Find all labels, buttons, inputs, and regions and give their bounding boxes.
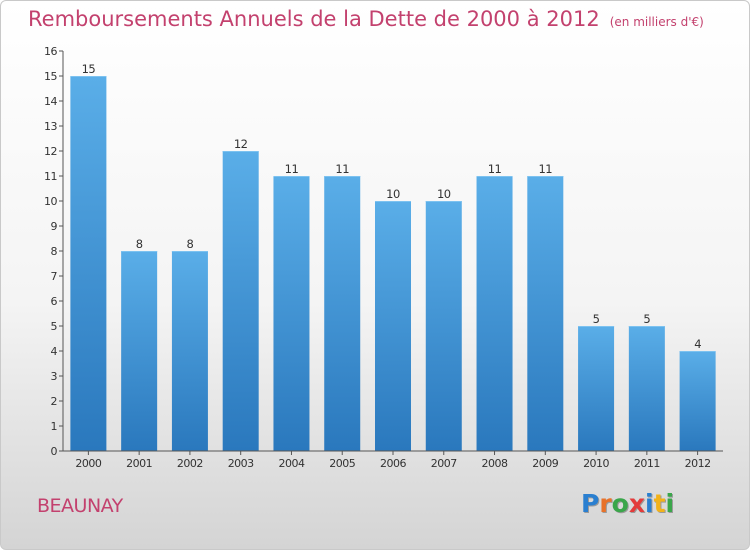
logo-letter: P xyxy=(581,489,600,518)
bars-group: 15 8 8 12 11 11 10 10 11 11 5 5 4 xyxy=(70,62,716,451)
bar-value-label: 12 xyxy=(234,137,248,151)
y-tick-label: 6 xyxy=(51,295,58,308)
y-tick-label: 9 xyxy=(51,220,58,233)
y-tick-label: 7 xyxy=(51,270,58,283)
x-tick-label: 2005 xyxy=(329,457,355,470)
chart-subtitle: (en milliers d'€) xyxy=(609,15,704,29)
bar-2002[interactable] xyxy=(171,251,208,451)
bar-value-label: 5 xyxy=(593,312,600,326)
x-tick-label: 2012 xyxy=(685,457,711,470)
bar-2000[interactable] xyxy=(70,76,107,451)
bar-value-label: 10 xyxy=(437,187,451,201)
bar-2001[interactable] xyxy=(121,251,158,451)
logo-letter: t xyxy=(653,489,666,518)
bar-2011[interactable] xyxy=(628,326,665,451)
logo-letter: o xyxy=(611,489,629,518)
x-tick-label: 2003 xyxy=(228,457,254,470)
logo-letter: r xyxy=(599,489,612,518)
bar-2012[interactable] xyxy=(679,351,716,451)
x-tick-label: 2008 xyxy=(482,457,508,470)
bar-value-label: 11 xyxy=(285,162,299,176)
y-tick-label: 10 xyxy=(44,195,57,208)
chart-title-text: Remboursements Annuels de la Dette de 20… xyxy=(28,7,600,31)
proxiti-logo[interactable]: Proxiti xyxy=(581,489,674,518)
bar-2007[interactable] xyxy=(425,201,462,451)
x-tick-label: 2006 xyxy=(380,457,406,470)
place-name: BEAUNAY xyxy=(37,495,123,517)
bar-2003[interactable] xyxy=(222,151,259,451)
x-tick-label: 2001 xyxy=(126,457,152,470)
bar-2010[interactable] xyxy=(578,326,615,451)
bar-value-label: 4 xyxy=(694,337,701,351)
bar-2006[interactable] xyxy=(375,201,411,451)
bar-value-label: 8 xyxy=(187,237,194,251)
x-tick-label: 2011 xyxy=(634,457,660,470)
y-tick-label: 16 xyxy=(44,45,57,58)
y-tick-label: 2 xyxy=(51,395,58,408)
logo-letter: i xyxy=(665,489,675,518)
x-tick-label: 2002 xyxy=(177,457,203,470)
x-tick-label: 2004 xyxy=(278,457,304,470)
bar-value-label: 11 xyxy=(538,162,552,176)
bar-value-label: 8 xyxy=(136,237,143,251)
y-tick-label: 12 xyxy=(44,145,57,158)
bar-2005[interactable] xyxy=(324,176,361,451)
y-tick-label: 14 xyxy=(44,95,57,108)
y-tick-label: 13 xyxy=(44,120,57,133)
y-tick-label: 0 xyxy=(51,445,58,458)
logo-letter: x xyxy=(628,489,645,518)
y-tick-label: 4 xyxy=(51,345,58,358)
bar-value-label: 10 xyxy=(386,187,400,201)
y-tick-label: 1 xyxy=(51,420,58,433)
bar-value-label: 5 xyxy=(643,312,650,326)
bar-value-label: 15 xyxy=(82,62,96,76)
bar-2004[interactable] xyxy=(273,176,310,451)
x-tick-label: 2007 xyxy=(431,457,457,470)
y-tick-label: 15 xyxy=(44,70,57,83)
chart-title: Remboursements Annuels de la Dette de 20… xyxy=(28,7,704,31)
logo-letter: i xyxy=(645,489,654,518)
y-tick-label: 3 xyxy=(51,370,58,383)
y-tick-label: 8 xyxy=(51,245,58,258)
y-tick-label: 11 xyxy=(44,170,57,183)
bar-value-label: 11 xyxy=(335,162,349,176)
x-tick-label: 2010 xyxy=(583,457,609,470)
bar-2008[interactable] xyxy=(476,176,513,451)
x-tick-label: 2000 xyxy=(75,457,101,470)
bar-2009[interactable] xyxy=(527,176,564,451)
y-tick-label: 5 xyxy=(51,320,58,333)
x-tick-label: 2009 xyxy=(532,457,558,470)
bar-value-label: 11 xyxy=(488,162,502,176)
